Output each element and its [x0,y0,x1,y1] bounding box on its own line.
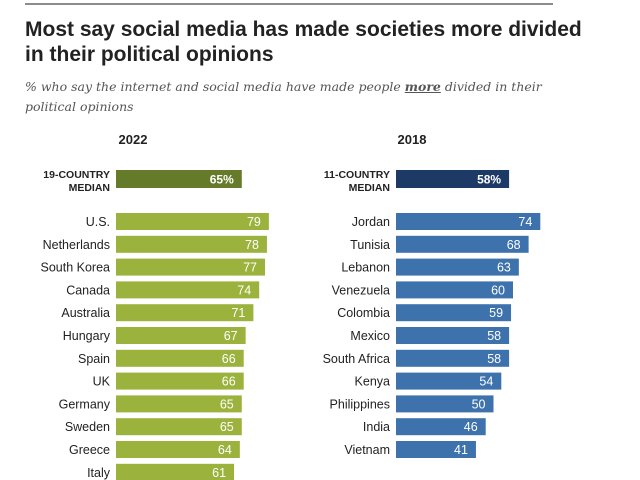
right-bar-value-label: 54 [479,375,493,389]
left-category-label: Spain [78,352,110,366]
right-bar [396,441,476,458]
top-rule [25,3,553,5]
right-bar-value-label: 58 [487,352,501,366]
right-bar [396,213,541,230]
right-median-label-line1: 11-COUNTRY [324,169,390,181]
right-bar-value-label: 58 [487,329,501,343]
left-category-label: U.S. [86,215,110,229]
left-bar-value-label: 67 [224,329,238,343]
left-category-label: Greece [69,443,110,457]
right-category-label: Vietnam [344,443,390,457]
left-bar-value-label: 78 [245,238,259,252]
right-category-label: Colombia [337,306,390,320]
left-bar-value-label: 66 [222,375,236,389]
left-bar [116,349,244,367]
left-bar [116,395,242,413]
chart-title: Most say social media has made societies… [25,18,582,66]
left-category-label: South Korea [41,261,111,275]
left-bar [116,281,260,299]
left-bar-value-label: 65 [220,420,234,434]
right-category-label: Philippines [330,397,390,411]
left-bar [116,235,267,253]
right-bar-value-label: 46 [464,420,478,434]
left-bar-value-label: 79 [247,215,261,229]
right-bar [396,235,529,253]
left-bar [116,463,235,480]
left-bar-value-label: 74 [237,283,251,297]
right-category-label: Jordan [352,215,390,229]
right-bar-value-label: 68 [507,238,521,252]
right-bar-value-label: 63 [497,261,511,275]
left-category-label: Canada [66,283,110,297]
right-category-label: Kenya [355,375,390,389]
right-category-label: India [363,420,390,434]
left-category-label: Hungary [63,329,111,343]
chart-subtitle: % who say the internet and social media … [25,77,585,117]
subtitle-text-start: % who say the internet and social media … [25,79,405,94]
right-bar-value-label: 60 [491,283,505,297]
right-bar-value-label: 74 [518,215,532,229]
left-bar [116,304,254,322]
left-category-label: Netherlands [43,238,110,252]
right-bar [396,418,486,436]
left-bar [116,327,246,344]
left-bar-value-label: 66 [222,352,236,366]
left-category-label: Germany [59,397,111,411]
right-bar [396,304,512,322]
right-bar [396,258,519,276]
left-median-value-label: 65% [210,173,234,187]
left-median-bar [116,170,242,188]
right-bar-value-label: 41 [454,443,468,457]
left-median-label-line2: MEDIAN [69,182,110,194]
left-category-label: Italy [87,466,111,480]
left-bar [116,258,265,276]
left-median-label-line1: 19-COUNTRY [43,169,110,181]
left-category-label: Australia [61,306,110,320]
right-bar-value-label: 59 [489,306,503,320]
left-bar-value-label: 77 [243,261,257,275]
right-category-label: Tunisia [350,238,390,252]
right-bar [396,327,510,344]
left-bar [116,213,269,230]
right-bar-value-label: 50 [472,397,486,411]
right-bar [396,395,494,413]
right-category-label: Lebanon [341,261,390,275]
left-bar-value-label: 65 [220,397,234,411]
right-bar [396,281,513,299]
left-category-label: UK [93,375,111,389]
subtitle-emphasis: more [404,79,441,94]
right-bar [396,372,502,390]
right-bar [396,349,510,367]
left-bar-value-label: 61 [212,466,226,480]
right-median-value-label: 58% [477,173,501,187]
left-panel-title: 2022 [119,132,148,147]
right-category-label: Mexico [350,329,390,343]
right-median-label-line2: MEDIAN [349,182,390,194]
left-bar [116,372,244,390]
left-bar-value-label: 71 [231,306,245,320]
right-panel-title: 2018 [398,132,427,147]
right-category-label: South Africa [323,352,390,366]
left-bar [116,418,242,436]
right-category-label: Venezuela [332,283,390,297]
left-bar-value-label: 64 [218,443,232,457]
left-category-label: Sweden [65,420,110,434]
left-bar [116,441,240,458]
subtitle-text-end: divided in their political opinions [25,79,542,114]
right-median-bar [396,170,510,188]
